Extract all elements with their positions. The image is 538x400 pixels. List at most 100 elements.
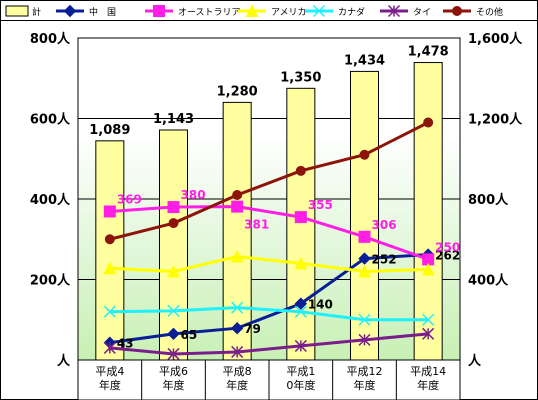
category-label: 平成1 — [286, 365, 315, 378]
category-label: 平成8 — [223, 365, 252, 378]
left-axis-tick-label: 600人 — [30, 112, 71, 128]
marker-diamond — [358, 252, 371, 265]
category-label: 平成14 — [410, 365, 446, 378]
category-label: 平成12 — [347, 365, 383, 378]
marker-diamond — [294, 297, 308, 310]
legend-label: オーストラリア — [178, 7, 241, 18]
right-axis-tick-label: 1,600人 — [468, 31, 523, 47]
left-axis-tick-label: 400人 — [30, 192, 71, 208]
left-axis-tick-label: 200人 — [30, 273, 71, 289]
bar-total — [158, 129, 189, 361]
marker-triangle — [245, 4, 259, 17]
marker-star — [103, 341, 116, 354]
marker-triangle — [421, 262, 435, 276]
marker-diamond — [167, 327, 180, 341]
point-label: 380 — [181, 188, 206, 202]
point-label: 250 — [435, 240, 460, 254]
series-line — [109, 253, 429, 345]
legend-label: 中 国 — [89, 6, 116, 18]
marker-circle — [168, 218, 179, 229]
right-axis-tick-label: 人 — [468, 353, 482, 369]
bar-total — [286, 87, 316, 361]
series-line — [109, 255, 429, 273]
bar-total-label: 1,143 — [153, 112, 194, 127]
marker-star — [358, 333, 371, 346]
marker-circle — [295, 165, 306, 176]
left-axis-tick-label: 800人 — [30, 31, 71, 47]
bar-total-label: 1,478 — [408, 45, 449, 60]
marker-x — [312, 4, 326, 18]
legend-label: タイ — [413, 7, 431, 18]
marker-x — [294, 305, 307, 318]
legend-label: アメリカ — [271, 7, 307, 18]
marker-circle — [452, 6, 462, 16]
bar-total — [222, 101, 252, 361]
marker-circle — [104, 234, 115, 245]
point-label: 43 — [117, 337, 134, 351]
bar-total-label: 1,089 — [89, 123, 130, 138]
marker-x — [231, 301, 244, 314]
right-axis-tick-label: 400人 — [468, 273, 509, 289]
marker-star — [422, 327, 435, 340]
category-label: 年度 — [226, 378, 248, 392]
marker-square — [358, 230, 371, 243]
legend-label: カナダ — [338, 6, 365, 18]
point-label: 306 — [372, 218, 397, 232]
series-line — [109, 121, 429, 241]
marker-square — [167, 201, 180, 214]
bar-total-label: 1,434 — [344, 53, 385, 68]
bar-total — [95, 140, 125, 361]
point-label: 355 — [308, 198, 333, 212]
marker-square — [231, 200, 244, 213]
left-axis-tick-label: 人 — [57, 353, 71, 369]
marker-square — [153, 5, 165, 17]
category-label: 平成4 — [95, 365, 124, 378]
marker-star — [167, 347, 180, 360]
point-label: 79 — [244, 322, 261, 336]
marker-circle — [359, 149, 370, 160]
legend-swatch — [5, 5, 29, 17]
point-label: 252 — [372, 253, 397, 267]
marker-diamond — [63, 4, 77, 18]
bar-total-label: 1,280 — [217, 84, 258, 99]
category-label: 平成6 — [159, 365, 188, 378]
point-label: 262 — [435, 249, 460, 263]
marker-diamond — [230, 321, 244, 335]
marker-triangle — [230, 249, 244, 263]
marker-triangle — [167, 264, 180, 278]
marker-star — [294, 339, 307, 352]
marker-x — [167, 304, 180, 317]
category-label: 年度 — [417, 378, 439, 392]
marker-x — [422, 313, 435, 326]
point-label: 381 — [244, 218, 269, 232]
series-line — [109, 332, 429, 356]
category-label: 年度 — [354, 378, 376, 392]
point-label: 140 — [308, 298, 333, 312]
marker-triangle — [103, 261, 117, 275]
marker-x — [103, 305, 116, 318]
category-label: 年度 — [99, 378, 121, 392]
legend-label: その他 — [476, 6, 503, 18]
marker-star — [231, 345, 244, 358]
marker-square — [294, 211, 307, 224]
marker-x — [358, 313, 371, 326]
category-label: 0年度 — [286, 378, 315, 392]
marker-star — [387, 4, 401, 18]
marker-circle — [423, 117, 434, 128]
bar-total — [413, 62, 443, 361]
bar-total — [349, 70, 380, 361]
bar-total-label: 1,350 — [280, 70, 321, 85]
series-line — [109, 205, 429, 261]
marker-triangle — [358, 264, 371, 278]
series-line — [109, 306, 429, 322]
marker-triangle — [294, 256, 308, 270]
marker-circle — [232, 189, 243, 200]
right-axis-tick-label: 800人 — [468, 192, 509, 208]
category-label: 年度 — [163, 378, 185, 392]
legend-label: 計 — [32, 6, 41, 18]
right-axis-tick-label: 1,200人 — [468, 112, 523, 128]
marker-square — [103, 205, 116, 218]
point-label: 65 — [181, 328, 198, 342]
point-label: 369 — [117, 192, 142, 206]
